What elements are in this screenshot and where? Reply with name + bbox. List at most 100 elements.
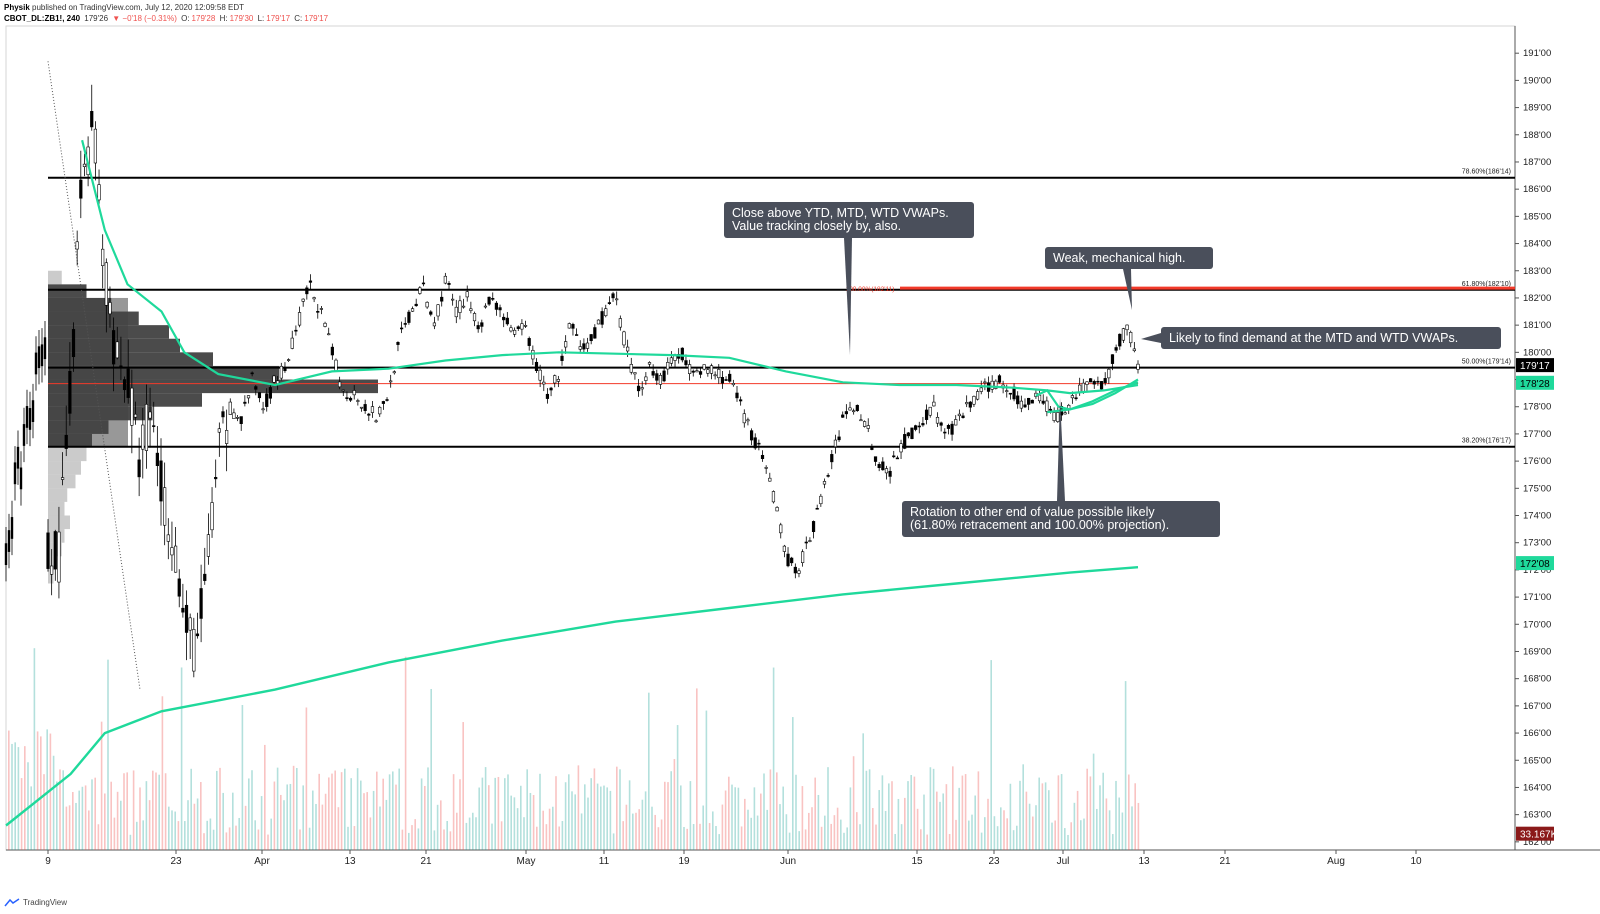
close-label: C: xyxy=(294,14,303,23)
candle-body xyxy=(283,367,287,372)
volume-profile xyxy=(48,270,378,584)
volume-bar xyxy=(372,790,375,850)
volume-bar xyxy=(1099,785,1101,850)
volume-profile-bar xyxy=(48,474,76,489)
volume-bar xyxy=(334,770,336,850)
candle-body xyxy=(604,308,608,317)
volume-bar xyxy=(846,827,848,850)
candle-body xyxy=(975,391,980,400)
volume-bar xyxy=(350,778,352,850)
candle-body xyxy=(327,333,331,336)
volume-bar xyxy=(65,806,68,850)
volume-bar xyxy=(1096,808,1098,850)
volume-bar xyxy=(692,824,695,850)
low-value: 179'17 xyxy=(266,14,291,23)
volume-bar xyxy=(795,774,797,850)
candle-body xyxy=(352,390,356,396)
price-tick-label: 190'00 xyxy=(1523,75,1551,86)
volume-bar xyxy=(731,784,733,850)
volume-bar xyxy=(1089,776,1092,850)
volume-bar xyxy=(283,800,285,850)
candle-body xyxy=(60,477,65,480)
candle-body xyxy=(553,375,557,384)
volume-bar xyxy=(100,721,103,850)
candle-body xyxy=(19,467,23,490)
volume-bar xyxy=(353,826,356,850)
volume-bar xyxy=(184,821,186,850)
volume-bar xyxy=(299,829,301,850)
high-value: 179'30 xyxy=(229,14,254,23)
candle-body xyxy=(82,163,87,167)
volume-bar xyxy=(961,775,964,850)
candle-body xyxy=(560,355,564,361)
volume-bar xyxy=(776,772,778,850)
volume-bar xyxy=(718,834,720,850)
candle-body xyxy=(451,298,455,301)
candle-body xyxy=(1037,394,1042,402)
candle-body xyxy=(928,406,932,416)
volume-badge-label: 33.167K xyxy=(1520,830,1558,841)
volume-bars xyxy=(8,648,1140,850)
volume-bar xyxy=(104,793,106,850)
candle-body xyxy=(1114,347,1118,351)
volume-bar xyxy=(1048,790,1050,850)
volume-profile-bar xyxy=(48,447,87,462)
candle-body xyxy=(680,347,684,361)
time-tick-label: Apr xyxy=(254,856,270,867)
candle-body xyxy=(1041,400,1045,404)
volume-bar xyxy=(824,815,826,850)
volume-bar xyxy=(737,787,740,850)
candle-body xyxy=(381,401,385,404)
tradingview-brand[interactable]: TradingView xyxy=(23,898,68,907)
volume-bar xyxy=(622,821,624,850)
volume-bar xyxy=(472,812,474,850)
candle-body xyxy=(728,373,732,382)
volume-bar xyxy=(494,777,496,850)
volume-bar xyxy=(436,804,439,850)
candle-body xyxy=(348,397,353,401)
volume-badge-box xyxy=(1516,826,1554,841)
candle-body xyxy=(46,532,50,569)
volume-bar xyxy=(558,826,560,850)
candle-body xyxy=(775,507,779,512)
candle-body xyxy=(749,430,754,441)
volume-bar xyxy=(878,790,880,850)
volume-bar xyxy=(1012,830,1015,850)
volume-bar xyxy=(203,833,205,850)
volume-bar xyxy=(564,782,567,850)
volume-bar xyxy=(296,767,298,850)
volume-bar xyxy=(699,823,701,850)
annotation-box xyxy=(902,501,1220,537)
volume-bar xyxy=(289,783,292,850)
volume-profile-bar xyxy=(48,488,68,502)
volume-bar xyxy=(475,817,477,850)
symbol-label[interactable]: CBOT_DL:ZB1!, 240 xyxy=(4,14,81,23)
candle-body xyxy=(593,327,597,339)
volume-bar xyxy=(705,710,708,850)
candle-body xyxy=(429,311,433,315)
volume-bar xyxy=(190,768,192,850)
volume-bar xyxy=(107,659,109,850)
volume-bar xyxy=(1118,797,1120,850)
volume-bar xyxy=(884,810,887,850)
candle-body xyxy=(782,545,786,552)
candle-body xyxy=(319,308,324,310)
author-name[interactable]: Physik xyxy=(4,3,30,12)
candle-body xyxy=(921,423,925,426)
volume-bar xyxy=(414,819,416,850)
volume-bar xyxy=(1086,768,1088,850)
volume-bar xyxy=(516,808,519,850)
candle-body xyxy=(768,477,772,482)
volume-bar xyxy=(337,807,340,850)
annotation-pointer xyxy=(1057,398,1065,501)
volume-bar xyxy=(952,766,954,850)
volume-bar xyxy=(772,667,775,850)
volume-bar xyxy=(664,781,666,850)
candle-body xyxy=(239,416,243,424)
volume-bar xyxy=(974,795,976,850)
volume-bar xyxy=(635,812,637,850)
volume-bar xyxy=(708,823,711,850)
volume-bar xyxy=(907,781,909,850)
volume-bar xyxy=(126,772,128,850)
